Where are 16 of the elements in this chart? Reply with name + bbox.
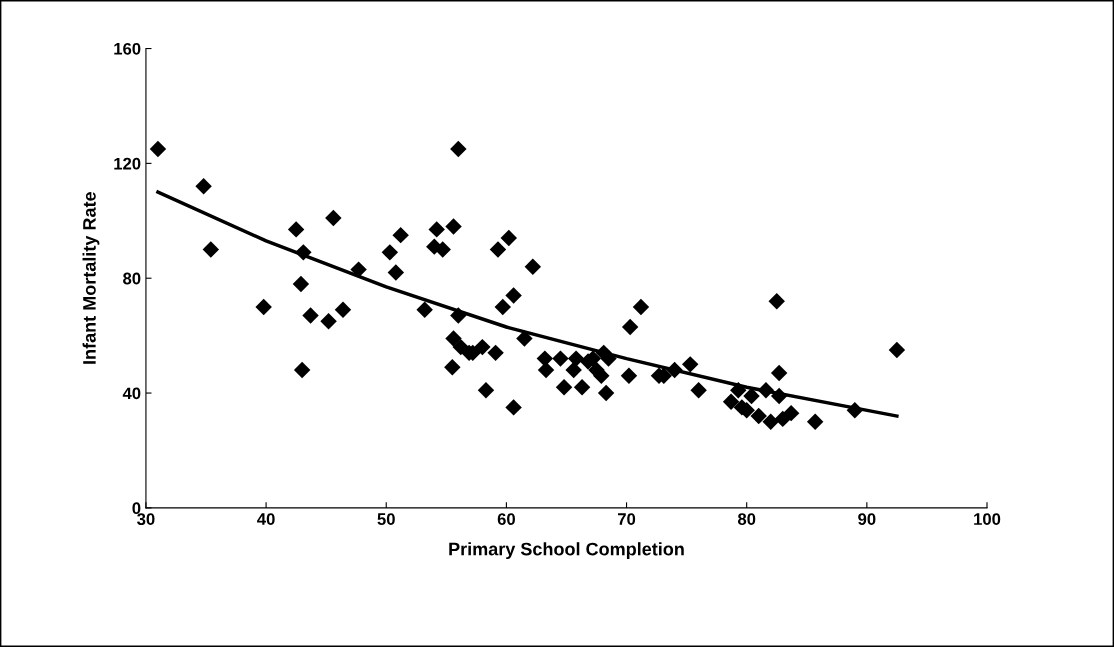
- x-tick-label: 70: [617, 513, 636, 525]
- x-tick-label: 30: [137, 513, 155, 526]
- y-tick-label: 80: [123, 272, 141, 285]
- y-tick-label: 120: [114, 157, 141, 170]
- x-tick-label: 40: [257, 513, 275, 525]
- y-tick-label: 0: [132, 502, 141, 515]
- y-tick-label: 40: [122, 387, 141, 400]
- x-tick-label: 100: [974, 513, 1001, 525]
- x-axis-title: Primary School Completion: [449, 542, 684, 560]
- y-axis-title: Infant Mortality Rate: [82, 192, 100, 364]
- x-tick-label: 80: [737, 513, 756, 525]
- x-tick-label: 50: [377, 513, 395, 525]
- y-tick-label: 160: [114, 42, 141, 55]
- line-series: [156, 190, 899, 418]
- x-tick-label: 60: [497, 513, 515, 525]
- x-tick-label: 90: [858, 513, 876, 525]
